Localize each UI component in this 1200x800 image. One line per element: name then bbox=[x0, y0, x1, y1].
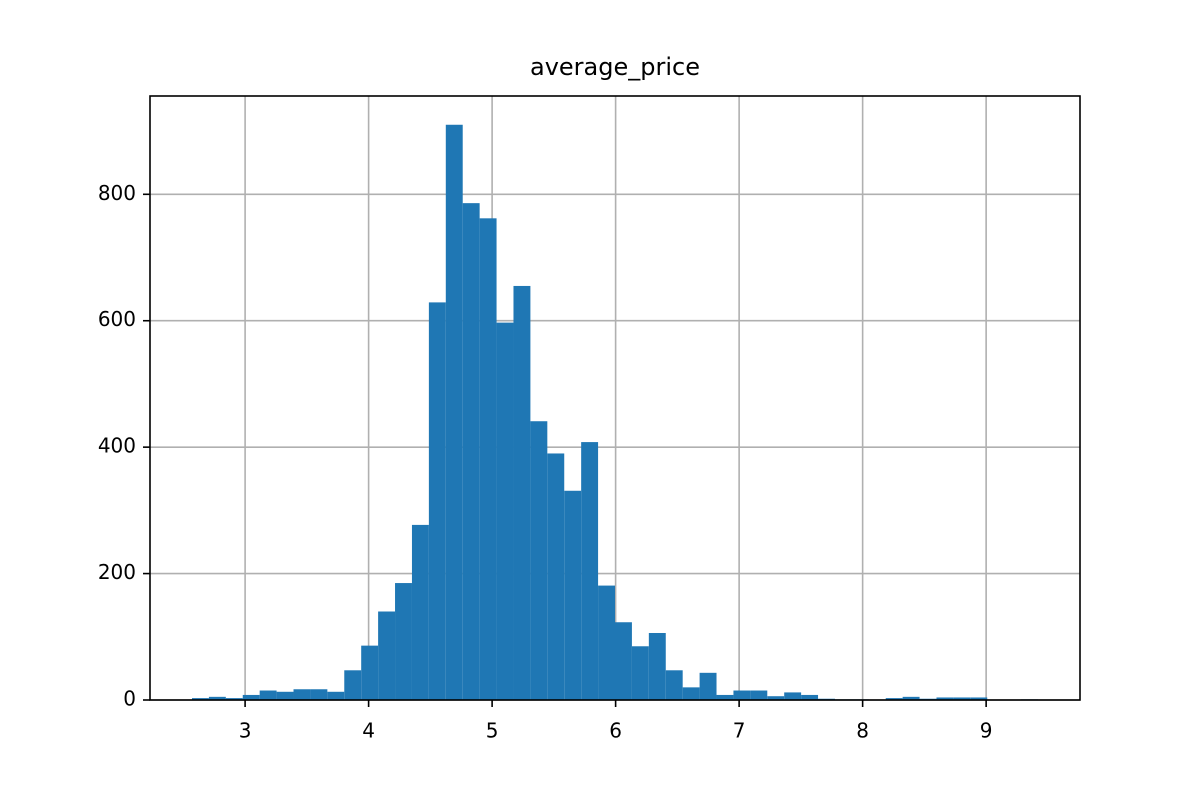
x-tick-label: 8 bbox=[856, 719, 869, 743]
bar bbox=[699, 672, 717, 700]
y-tick-label: 800 bbox=[98, 181, 136, 205]
bar bbox=[378, 611, 396, 700]
bar bbox=[344, 670, 362, 700]
x-tick-label: 5 bbox=[486, 719, 499, 743]
bar bbox=[479, 218, 497, 700]
y-tick-label: 400 bbox=[98, 434, 136, 458]
bar bbox=[581, 442, 599, 700]
bar bbox=[716, 694, 734, 700]
bar bbox=[902, 696, 920, 700]
bar bbox=[784, 692, 802, 700]
bar bbox=[936, 697, 954, 700]
bar bbox=[411, 524, 429, 700]
bar bbox=[885, 698, 903, 700]
bar bbox=[564, 490, 582, 700]
y-tick-label: 200 bbox=[98, 560, 136, 584]
bar bbox=[547, 453, 565, 700]
bar bbox=[767, 696, 785, 700]
bar bbox=[530, 421, 548, 700]
bar bbox=[801, 694, 819, 700]
bar bbox=[513, 285, 531, 700]
bar bbox=[327, 691, 345, 700]
bar bbox=[733, 690, 751, 700]
bar bbox=[598, 585, 615, 700]
bar bbox=[242, 694, 260, 700]
bar bbox=[445, 124, 463, 700]
bar bbox=[191, 698, 209, 700]
bar bbox=[750, 690, 768, 700]
bar bbox=[648, 632, 666, 700]
x-tick-label: 9 bbox=[980, 719, 993, 743]
x-tick-label: 3 bbox=[239, 719, 252, 743]
bar bbox=[953, 697, 971, 700]
bar bbox=[276, 691, 294, 700]
bar bbox=[310, 689, 328, 700]
bar bbox=[665, 670, 683, 700]
x-tick-label: 4 bbox=[362, 719, 375, 743]
chart-title: average_price bbox=[530, 53, 700, 81]
bar bbox=[631, 646, 649, 700]
y-tick-label: 0 bbox=[123, 687, 136, 711]
bar bbox=[615, 622, 632, 700]
x-tick-label: 6 bbox=[609, 719, 622, 743]
bar bbox=[428, 302, 446, 700]
bar bbox=[293, 689, 311, 700]
bar bbox=[225, 698, 243, 700]
bar bbox=[259, 690, 277, 700]
bar bbox=[462, 203, 480, 700]
y-tick-label: 600 bbox=[98, 307, 136, 331]
bar bbox=[970, 697, 988, 700]
bar bbox=[208, 696, 226, 700]
bar bbox=[496, 322, 514, 700]
bar bbox=[361, 645, 379, 700]
bar bbox=[682, 687, 700, 700]
x-tick-label: 7 bbox=[733, 719, 746, 743]
bar bbox=[395, 583, 412, 700]
